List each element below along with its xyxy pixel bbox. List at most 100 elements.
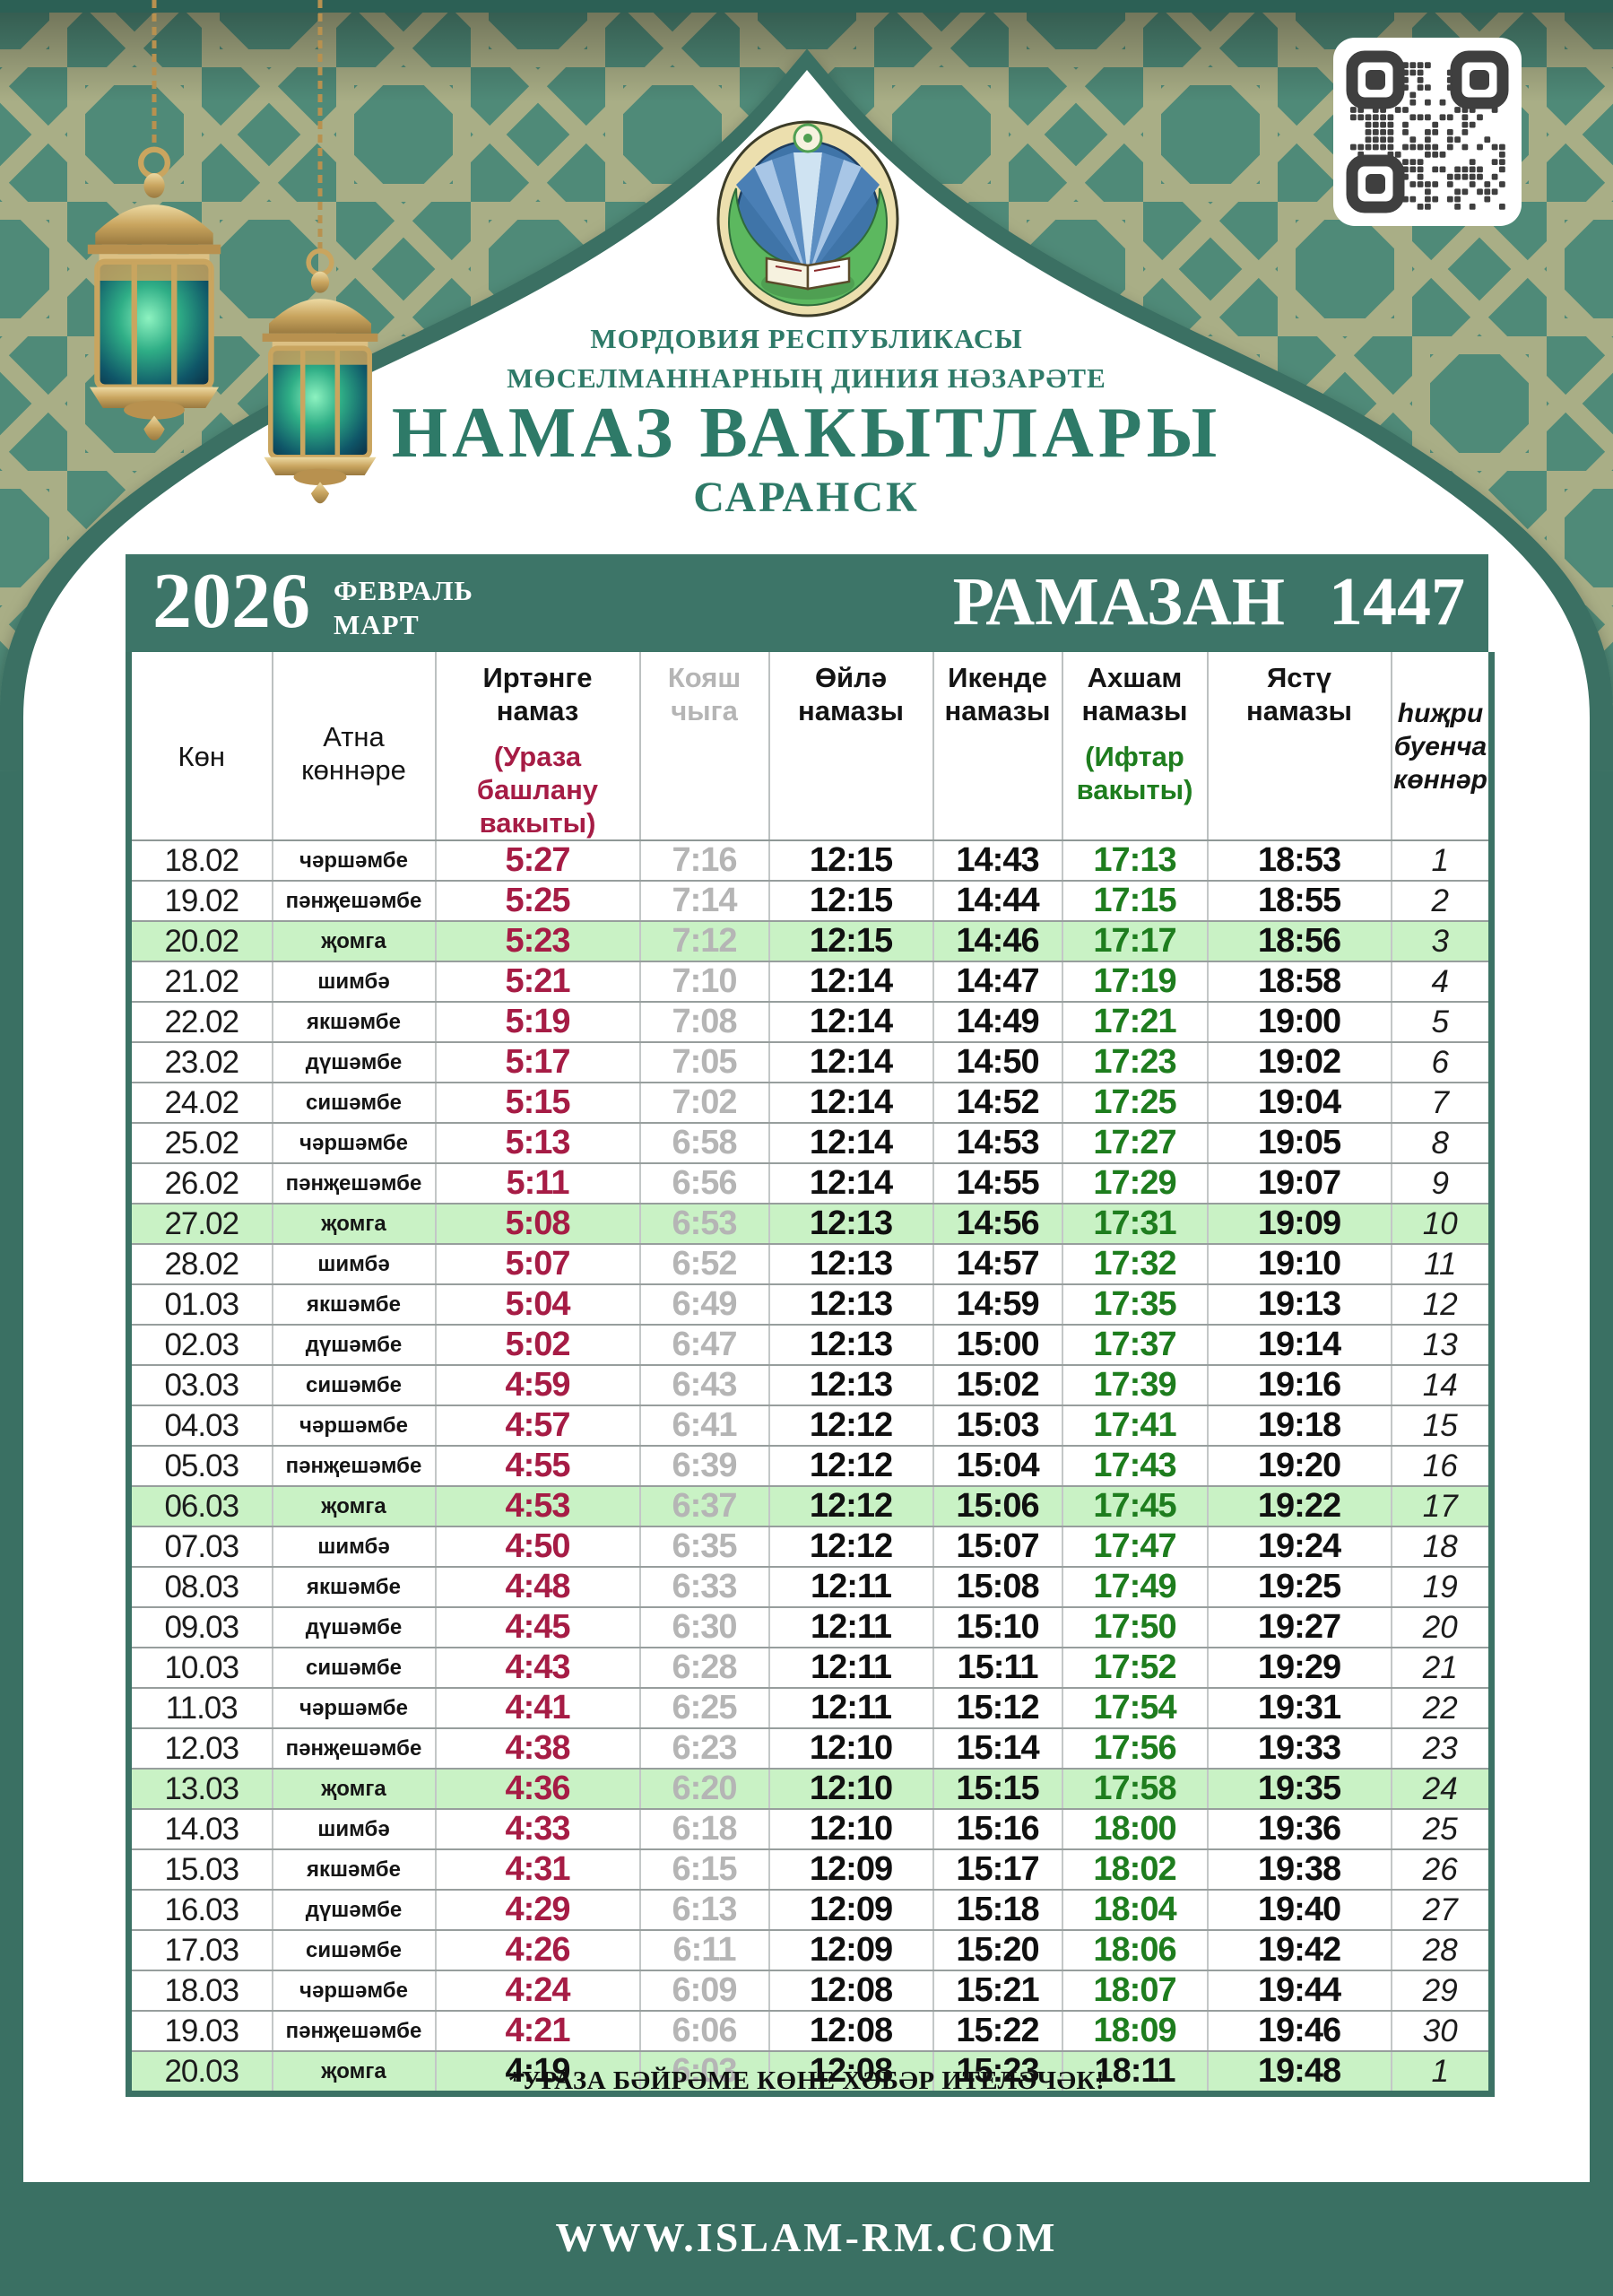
date-cell: 19.03 xyxy=(128,2011,273,2052)
sunrise-cell: 7:14 xyxy=(639,881,770,922)
table-row: 19.03 пәнҗешәмбе 4:21 6:06 12:08 15:22 18:09 19… xyxy=(128,2011,1492,2052)
hijri-cell: 13 xyxy=(1391,1325,1492,1366)
sunrise-cell: 6:03 xyxy=(639,2051,770,2095)
zuhr-cell: 12:12 xyxy=(768,1446,934,1487)
month-march: МАРТ xyxy=(334,609,420,640)
maghrib-cell: 17:41 xyxy=(1062,1405,1209,1447)
isha-cell: 19:33 xyxy=(1207,1728,1392,1770)
date-cell: 05.03 xyxy=(128,1446,273,1487)
fajr-cell: 4:33 xyxy=(435,1809,641,1850)
day-cell: якшәмбе xyxy=(272,1284,437,1326)
day-cell: пәнҗешәмбе xyxy=(272,1446,437,1487)
isha-cell: 19:09 xyxy=(1207,1204,1392,1245)
table-row: 21.02 шимбә 5:21 7:10 12:14 14:47 17:19 18:58 4 xyxy=(128,961,1492,1003)
isha-cell: 19:13 xyxy=(1207,1284,1392,1326)
date-cell: 03.03 xyxy=(128,1365,273,1406)
fajr-cell: 4:45 xyxy=(435,1607,641,1648)
asr-cell: 15:00 xyxy=(932,1325,1063,1366)
fajr-cell: 5:19 xyxy=(435,1002,641,1043)
fajr-cell: 5:23 xyxy=(435,921,641,962)
asr-cell: 15:08 xyxy=(932,1567,1063,1608)
day-cell: дүшәмбе xyxy=(272,1607,437,1648)
fajr-cell: 4:26 xyxy=(435,1930,641,1971)
sunrise-cell: 6:58 xyxy=(639,1123,770,1164)
date-cell: 10.03 xyxy=(128,1648,273,1689)
hijri-cell: 2 xyxy=(1391,881,1492,922)
day-cell: якшәмбе xyxy=(272,1849,437,1891)
page-title: НАМАЗ ВАКЫТЛАРЫ xyxy=(391,394,1222,473)
asr-cell: 15:03 xyxy=(932,1405,1063,1447)
date-cell: 16.03 xyxy=(128,1890,273,1931)
maghrib-cell: 17:29 xyxy=(1062,1163,1209,1205)
table-row: 08.03 якшәмбе 4:48 6:33 12:11 15:08 17:49 19:25… xyxy=(128,1567,1492,1608)
fajr-cell: 5:08 xyxy=(435,1204,641,1245)
maghrib-cell: 17:56 xyxy=(1062,1728,1209,1770)
maghrib-cell: 18:02 xyxy=(1062,1849,1209,1891)
asr-cell: 15:07 xyxy=(932,1526,1063,1568)
maghrib-cell: 17:58 xyxy=(1062,1769,1209,1810)
date-cell: 06.03 xyxy=(128,1486,273,1527)
hijri-cell: 6 xyxy=(1391,1042,1492,1083)
asr-cell: 15:17 xyxy=(932,1849,1063,1891)
table-row: 12.03 пәнҗешәмбе 4:38 6:23 12:10 15:14 17:56 19… xyxy=(128,1728,1492,1770)
asr-cell: 14:53 xyxy=(932,1123,1063,1164)
maghrib-cell: 17:32 xyxy=(1062,1244,1209,1285)
zuhr-cell: 12:11 xyxy=(768,1607,934,1648)
isha-cell: 19:14 xyxy=(1207,1325,1392,1366)
date-cell: 11.03 xyxy=(128,1688,273,1729)
sunrise-cell: 7:16 xyxy=(639,840,770,882)
isha-cell: 19:31 xyxy=(1207,1688,1392,1729)
calendar-header-bar: 2026 ФЕВРАЛЬ МАРТ РАМАЗАН 1447 xyxy=(126,554,1488,652)
table-row: 17.03 сишәмбе 4:26 6:11 12:09 15:20 18:06 19:42… xyxy=(128,1930,1492,1971)
hijri-cell: 24 xyxy=(1391,1769,1492,1810)
zuhr-cell: 12:13 xyxy=(768,1325,934,1366)
sunrise-cell: 7:08 xyxy=(639,1002,770,1043)
col-header-isha: Ястү намазы xyxy=(1207,652,1392,841)
day-cell: җомга xyxy=(272,1204,437,1245)
fajr-cell: 4:31 xyxy=(435,1849,641,1891)
months-label: ФЕВРАЛЬ МАРТ xyxy=(334,554,473,652)
zuhr-cell: 12:15 xyxy=(768,840,934,882)
asr-cell: 14:43 xyxy=(932,840,1063,882)
date-cell: 23.02 xyxy=(128,1042,273,1083)
fajr-cell: 4:29 xyxy=(435,1890,641,1931)
zuhr-cell: 12:11 xyxy=(768,1688,934,1729)
sunrise-cell: 6:09 xyxy=(639,1970,770,2012)
maghrib-cell: 17:31 xyxy=(1062,1204,1209,1245)
maghrib-cell: 17:27 xyxy=(1062,1123,1209,1164)
table-row: 22.02 якшәмбе 5:19 7:08 12:14 14:49 17:21 19:00… xyxy=(128,1002,1492,1043)
fajr-cell: 4:36 xyxy=(435,1769,641,1810)
day-cell: шимбә xyxy=(272,1526,437,1568)
sunrise-cell: 6:23 xyxy=(639,1728,770,1770)
hijri-cell: 30 xyxy=(1391,2011,1492,2052)
sunrise-cell: 7:12 xyxy=(639,921,770,962)
col-header-fajr: Иртәнге намаз (Ураза башлану вакыты) xyxy=(435,652,641,841)
table-row: 19.02 пәнҗешәмбе 5:25 7:14 12:15 14:44 17:15 18… xyxy=(128,881,1492,922)
asr-cell: 15:15 xyxy=(932,1769,1063,1810)
hijri-cell: 11 xyxy=(1391,1244,1492,1285)
table-row: 18.03 чәршәмбе 4:24 6:09 12:08 15:21 18:07 19:4… xyxy=(128,1970,1492,2012)
sunrise-cell: 6:30 xyxy=(639,1607,770,1648)
table-row: 20.02 җомга 5:23 7:12 12:15 14:46 17:17 18:56 3 xyxy=(128,921,1492,962)
fajr-cell: 4:43 xyxy=(435,1648,641,1689)
asr-cell: 14:59 xyxy=(932,1284,1063,1326)
date-cell: 17.03 xyxy=(128,1930,273,1971)
table-row: 25.02 чәршәмбе 5:13 6:58 12:14 14:53 17:27 19:0… xyxy=(128,1123,1492,1164)
asr-cell: 15:02 xyxy=(932,1365,1063,1406)
organization-name-line2: МӨСЕЛМАННАРНЫҢ ДИНИЯ НӘЗАРӘТЕ xyxy=(507,362,1106,394)
fajr-cell: 5:07 xyxy=(435,1244,641,1285)
asr-cell: 14:46 xyxy=(932,921,1063,962)
maghrib-cell: 18:06 xyxy=(1062,1930,1209,1971)
hijri-cell: 7 xyxy=(1391,1083,1492,1124)
zuhr-cell: 12:14 xyxy=(768,1042,934,1083)
asr-cell: 15:18 xyxy=(932,1890,1063,1931)
top-bar xyxy=(0,0,1613,13)
fajr-cell: 4:41 xyxy=(435,1688,641,1729)
asr-cell: 15:12 xyxy=(932,1688,1063,1729)
day-cell: пәнҗешәмбе xyxy=(272,1728,437,1770)
hijri-cell: 18 xyxy=(1391,1526,1492,1568)
emblem-of-muslim-spiritual-directorate xyxy=(716,120,899,317)
col-header-day: Көн xyxy=(128,652,273,841)
fajr-cell: 5:11 xyxy=(435,1163,641,1205)
zuhr-cell: 12:10 xyxy=(768,1769,934,1810)
